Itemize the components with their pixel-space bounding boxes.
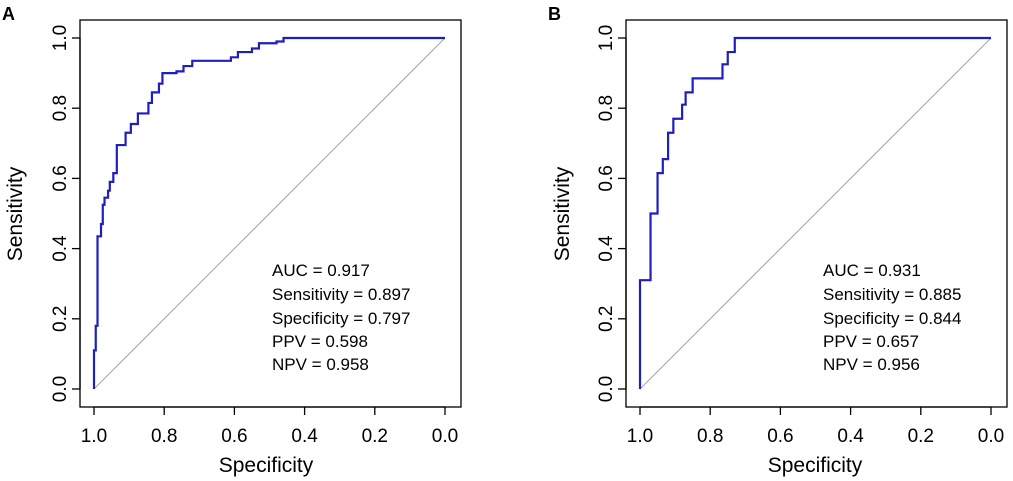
panel-a-y-tick-label: 0.6 xyxy=(50,165,71,191)
panel-a-y-tick-label: 0.2 xyxy=(50,306,71,332)
panel-a-npv-text: NPV = 0.958 xyxy=(272,355,369,374)
panel-a-x-tick-label: 1.0 xyxy=(81,426,107,447)
panel-a-auc-text: AUC = 0.917 xyxy=(272,261,370,280)
panel-b-label: B xyxy=(548,4,561,24)
panel-a-reference-line xyxy=(93,37,446,390)
panel-b-x-axis: 1.0 0.8 0.6 0.4 0.2 0.0 xyxy=(627,406,1004,447)
panel-a: A 1.0 0.8 0.6 0.4 0.2 0.0 0.00.20.40.60.81.0 … xyxy=(2,4,462,477)
panel-b-auc-text: AUC = 0.931 xyxy=(823,261,921,280)
panel-a-ppv-text: PPV = 0.598 xyxy=(272,332,368,351)
panel-b-annotation: AUC = 0.931 Sensitivity = 0.885 Specific… xyxy=(823,261,961,374)
panel-b-x-tick-label: 0.4 xyxy=(837,426,864,447)
panel-b-y-axis-title: Sensitivity xyxy=(551,166,574,261)
panel-b-ppv-text: PPV = 0.657 xyxy=(823,332,919,351)
panel-a-x-tick-label: 0.8 xyxy=(151,426,177,447)
panel-a-y-axis: 0.0 0.2 0.4 0.6 0.8 1.0 xyxy=(50,25,81,402)
panel-b-y-tick-label: 0.2 xyxy=(596,306,617,332)
panel-b-npv-text: NPV = 0.956 xyxy=(823,355,920,374)
panel-a-specificity-text: Specificity = 0.797 xyxy=(272,309,410,328)
panel-b-specificity-text: Specificity = 0.844 xyxy=(823,309,961,328)
panel-a-y-tick-label: 0.0 xyxy=(50,376,71,402)
panel-b-x-tick-label: 0.6 xyxy=(767,426,793,447)
panel-b-roc-curve xyxy=(638,36,991,389)
panel-b-x-tick-label: 1.0 xyxy=(627,426,653,447)
panel-a-x-axis-title: Specificity xyxy=(219,454,314,477)
panel-b-x-axis-title: Specificity xyxy=(768,454,863,477)
panel-a-annotation: AUC = 0.917 Sensitivity = 0.897 Specific… xyxy=(272,261,410,374)
panel-a-x-tick-label: 0.4 xyxy=(291,426,318,447)
panel-b-y-axis: 0.0 0.2 0.4 0.6 0.8 1.0 xyxy=(596,25,627,402)
panel-a-x-axis: 1.0 0.8 0.6 0.4 0.2 0.0 xyxy=(81,406,458,447)
panel-b-y-tick-label: 0.6 xyxy=(596,165,617,191)
panel-b: B 1.0 0.8 0.6 0.4 0.2 0.0 0.00.20.40.60.81.0 … xyxy=(548,4,1008,477)
panel-b-y-tick-label: 0.4 xyxy=(596,235,617,262)
panel-b-y-tick-label: 1.0 xyxy=(596,25,617,51)
panel-a-x-tick-label: 0.6 xyxy=(221,426,247,447)
panel-a-x-tick-label: 0.2 xyxy=(362,426,388,447)
panel-a-y-tick-label: 0.8 xyxy=(50,95,71,121)
panel-a-sensitivity-text: Sensitivity = 0.897 xyxy=(272,285,410,304)
panel-b-x-tick-label: 0.2 xyxy=(908,426,934,447)
panel-a-y-tick-label: 0.4 xyxy=(50,235,71,262)
panel-a-y-tick-label: 1.0 xyxy=(50,25,71,51)
panel-b-x-tick-label: 0.0 xyxy=(978,426,1004,447)
panel-b-x-tick-label: 0.8 xyxy=(697,426,723,447)
panel-b-plot-frame xyxy=(625,19,1008,408)
panel-a-label: A xyxy=(2,4,15,24)
panel-a-roc-curve xyxy=(92,36,445,389)
panel-b-y-tick-label: 0.0 xyxy=(596,376,617,402)
panel-a-y-axis-title: Sensitivity xyxy=(4,166,27,261)
panel-a-plot-frame xyxy=(79,19,462,408)
panel-a-x-tick-label: 0.0 xyxy=(432,426,458,447)
panel-b-sensitivity-text: Sensitivity = 0.885 xyxy=(823,285,961,304)
panel-b-y-tick-label: 0.8 xyxy=(596,95,617,121)
panel-b-reference-line xyxy=(639,37,992,390)
